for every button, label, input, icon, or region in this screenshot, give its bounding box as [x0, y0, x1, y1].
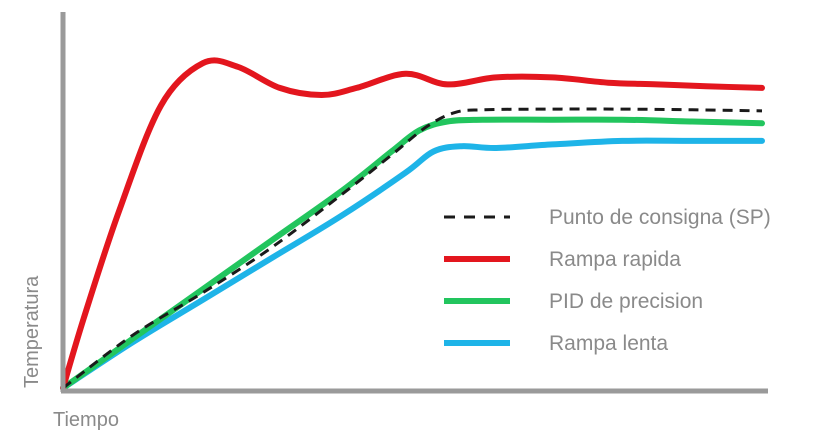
y-axis-label: Temperatura [21, 275, 43, 388]
legend-label-4: Rampa lenta [549, 332, 668, 355]
series-line-3 [60, 116, 765, 391]
legend: Punto de consigna (SP) Rampa rapida PID de… [444, 206, 771, 355]
x-axis-label: Tiempo [53, 409, 119, 431]
series-line-1 [62, 107, 763, 390]
series-line-4 [60, 137, 765, 391]
series-layer [60, 57, 765, 391]
legend-label-3: PID de precision [549, 290, 703, 313]
legend-label-2: Rampa rapida [549, 248, 681, 271]
legend-label-1: Punto de consigna (SP) [549, 206, 771, 229]
series-line-2 [60, 57, 765, 391]
